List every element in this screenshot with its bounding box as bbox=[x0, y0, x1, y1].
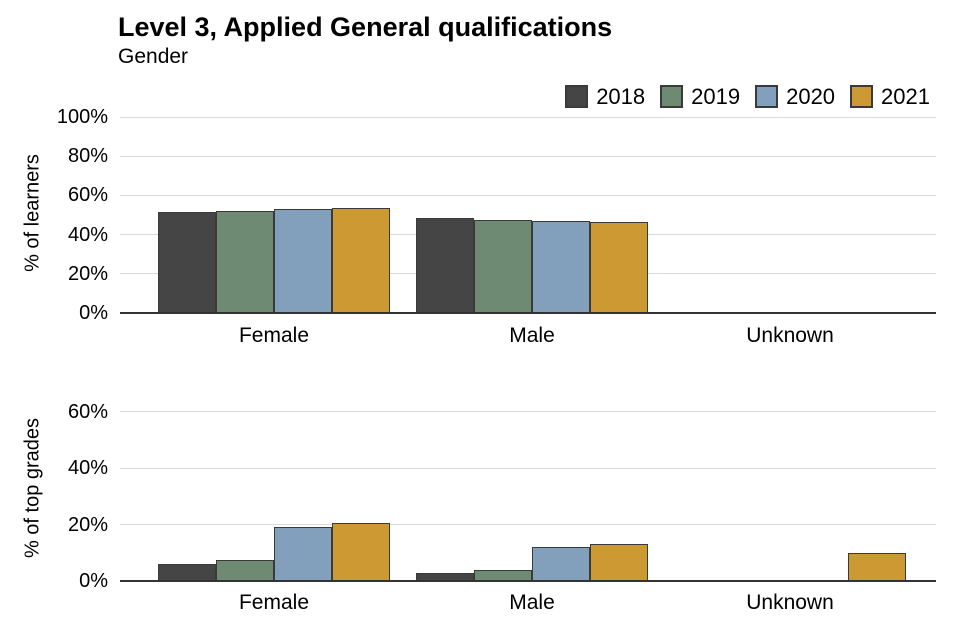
chart-title: Level 3, Applied General qualifications bbox=[118, 12, 613, 42]
gridline bbox=[120, 116, 936, 118]
gridline bbox=[120, 155, 936, 157]
bar-2021-female bbox=[332, 523, 390, 581]
bar-2020-male bbox=[532, 547, 590, 581]
bar-2021-female bbox=[332, 208, 390, 313]
bar-2018-female bbox=[158, 564, 216, 581]
y-tick-label: 60% bbox=[67, 400, 108, 423]
x-category-label-female: Female bbox=[238, 591, 310, 614]
legend-item-2018: 2018 bbox=[565, 85, 645, 108]
bar-2020-female bbox=[274, 209, 332, 313]
chart-subtitle: Gender bbox=[118, 45, 189, 68]
gridline bbox=[120, 194, 936, 196]
legend-swatch-2020 bbox=[755, 85, 779, 108]
bar-2019-female bbox=[216, 211, 274, 313]
legend-label: 2018 bbox=[596, 84, 646, 109]
y-tick-label: 40% bbox=[67, 223, 108, 246]
y-tick-label: 100% bbox=[56, 106, 108, 128]
bar-2020-female bbox=[274, 527, 332, 581]
y-tick-label: 20% bbox=[67, 513, 108, 536]
bar-2019-female bbox=[216, 559, 274, 581]
x-category-label-female: Female bbox=[238, 324, 310, 347]
y-axis-title-top-grades: % of top grades bbox=[21, 417, 44, 559]
y-tick-label: 0% bbox=[79, 570, 108, 592]
gridline bbox=[120, 467, 936, 469]
x-category-label-unknown: Unknown bbox=[746, 591, 834, 614]
x-category-label-unknown: Unknown bbox=[746, 324, 834, 347]
y-axis-title-learners: % of learners bbox=[21, 154, 44, 272]
gridline bbox=[120, 411, 936, 412]
bar-2018-female bbox=[158, 212, 216, 313]
bar-2020-male bbox=[532, 220, 590, 313]
y-tick-label: 20% bbox=[67, 262, 108, 285]
legend-label: 2021 bbox=[881, 84, 930, 109]
legend: 2018 2019 2020 2021 bbox=[565, 85, 930, 108]
legend-label: 2020 bbox=[786, 84, 836, 109]
y-tick-label: 80% bbox=[67, 145, 108, 168]
x-category-label-male: Male bbox=[509, 591, 555, 614]
x-axis-line bbox=[120, 580, 936, 582]
bar-2021-unknown bbox=[848, 552, 906, 581]
y-tick-label: 0% bbox=[79, 302, 108, 324]
y-tick-label: 40% bbox=[67, 457, 108, 479]
gridline bbox=[120, 524, 936, 525]
y-tick-label: 60% bbox=[67, 184, 108, 207]
bar-2019-male bbox=[474, 219, 532, 313]
bar-2021-male bbox=[590, 221, 648, 313]
bar-2018-male bbox=[416, 217, 474, 313]
legend-swatch-2019 bbox=[660, 85, 684, 108]
x-axis-line bbox=[120, 312, 936, 314]
legend-item-2020: 2020 bbox=[755, 85, 835, 108]
legend-swatch-2021 bbox=[850, 85, 874, 108]
legend-swatch-2018 bbox=[565, 85, 589, 108]
legend-item-2019: 2019 bbox=[660, 85, 740, 108]
legend-label: 2019 bbox=[691, 84, 741, 109]
bar-2021-male bbox=[590, 544, 648, 581]
legend-item-2021: 2021 bbox=[850, 85, 930, 108]
x-category-label-male: Male bbox=[509, 324, 555, 347]
